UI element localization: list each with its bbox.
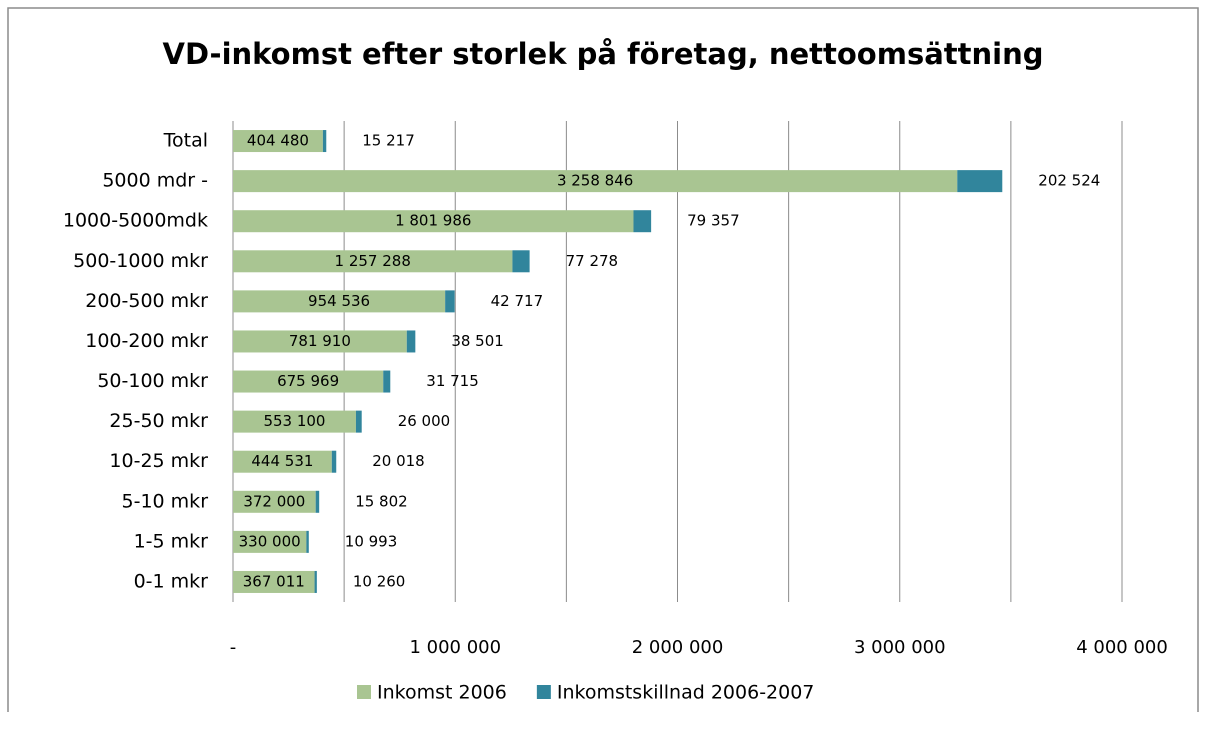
value-label: 1 257 288 <box>335 252 411 270</box>
value-label: 15 217 <box>362 132 415 150</box>
value-label: 79 357 <box>687 212 740 230</box>
value-label: 38 501 <box>451 332 504 350</box>
bar <box>233 490 316 513</box>
bar <box>233 210 634 233</box>
value-label: 781 910 <box>289 332 351 350</box>
y-tick-label: 1000-5000mdk <box>63 210 208 232</box>
legend-label: Inkomst 2006 <box>377 682 507 704</box>
value-label: 954 536 <box>308 292 370 310</box>
bar <box>331 450 337 473</box>
bar <box>233 450 332 473</box>
bar <box>233 570 315 593</box>
value-label: 10 993 <box>345 532 398 550</box>
value-label: 553 100 <box>263 412 325 430</box>
bar <box>633 210 652 233</box>
value-label: 77 278 <box>566 252 619 270</box>
chart-title: VD-inkomst efter storlek på företag, net… <box>163 37 1044 71</box>
value-label: 20 018 <box>372 452 425 470</box>
bar <box>957 170 1003 193</box>
bar <box>306 530 309 553</box>
bar <box>322 130 327 153</box>
x-tick-label: 4 000 000 <box>1076 637 1168 658</box>
legend-swatch <box>536 685 551 699</box>
x-tick-label: 3 000 000 <box>854 637 946 658</box>
bar <box>355 410 362 433</box>
value-label: 26 000 <box>398 412 451 430</box>
x-tick-label: 2 000 000 <box>632 637 724 658</box>
bar <box>233 330 407 353</box>
bar <box>233 410 356 433</box>
bar <box>233 290 446 313</box>
bar <box>383 370 391 393</box>
value-label: 3 258 846 <box>557 172 633 190</box>
value-label: 444 531 <box>251 452 313 470</box>
y-tick-label: 25-50 mkr <box>109 410 208 432</box>
bar <box>233 170 958 193</box>
bar <box>233 370 384 393</box>
x-tick-label: - <box>230 637 237 658</box>
bar <box>512 250 530 273</box>
value-label: 675 969 <box>277 372 339 390</box>
value-label: 15 802 <box>355 492 408 510</box>
y-tick-label: 5-10 mkr <box>122 490 209 512</box>
bar <box>445 290 455 313</box>
y-tick-label: 0-1 mkr <box>134 570 209 592</box>
legend-swatch <box>357 685 371 699</box>
y-tick-label: 10-25 mkr <box>109 450 208 472</box>
y-tick-label: 100-200 mkr <box>85 330 208 352</box>
y-tick-label: 5000 mdr - <box>102 170 208 192</box>
y-tick-label: 200-500 mkr <box>85 290 208 312</box>
value-label: 330 000 <box>239 532 301 550</box>
value-label: 202 524 <box>1038 172 1100 190</box>
chart-frame <box>7 7 1199 712</box>
y-tick-label: 500-1000 mkr <box>73 250 208 272</box>
value-label: 404 480 <box>247 132 309 150</box>
value-label: 372 000 <box>243 492 305 510</box>
bar <box>233 130 323 153</box>
bar <box>233 530 307 553</box>
value-label: 42 717 <box>491 292 544 310</box>
bar <box>314 570 317 593</box>
value-label: 1 801 986 <box>395 212 471 230</box>
y-tick-label: Total <box>163 130 208 152</box>
legend-label: Inkomstskillnad 2006-2007 <box>557 682 815 704</box>
y-tick-label: 50-100 mkr <box>97 370 208 392</box>
y-tick-label: 1-5 mkr <box>134 530 209 552</box>
bar <box>315 490 320 513</box>
value-label: 367 011 <box>243 572 305 590</box>
value-label: 10 260 <box>353 572 406 590</box>
bar <box>233 250 513 273</box>
value-label: 31 715 <box>426 372 479 390</box>
bar <box>406 330 416 353</box>
x-tick-label: 1 000 000 <box>409 637 501 658</box>
